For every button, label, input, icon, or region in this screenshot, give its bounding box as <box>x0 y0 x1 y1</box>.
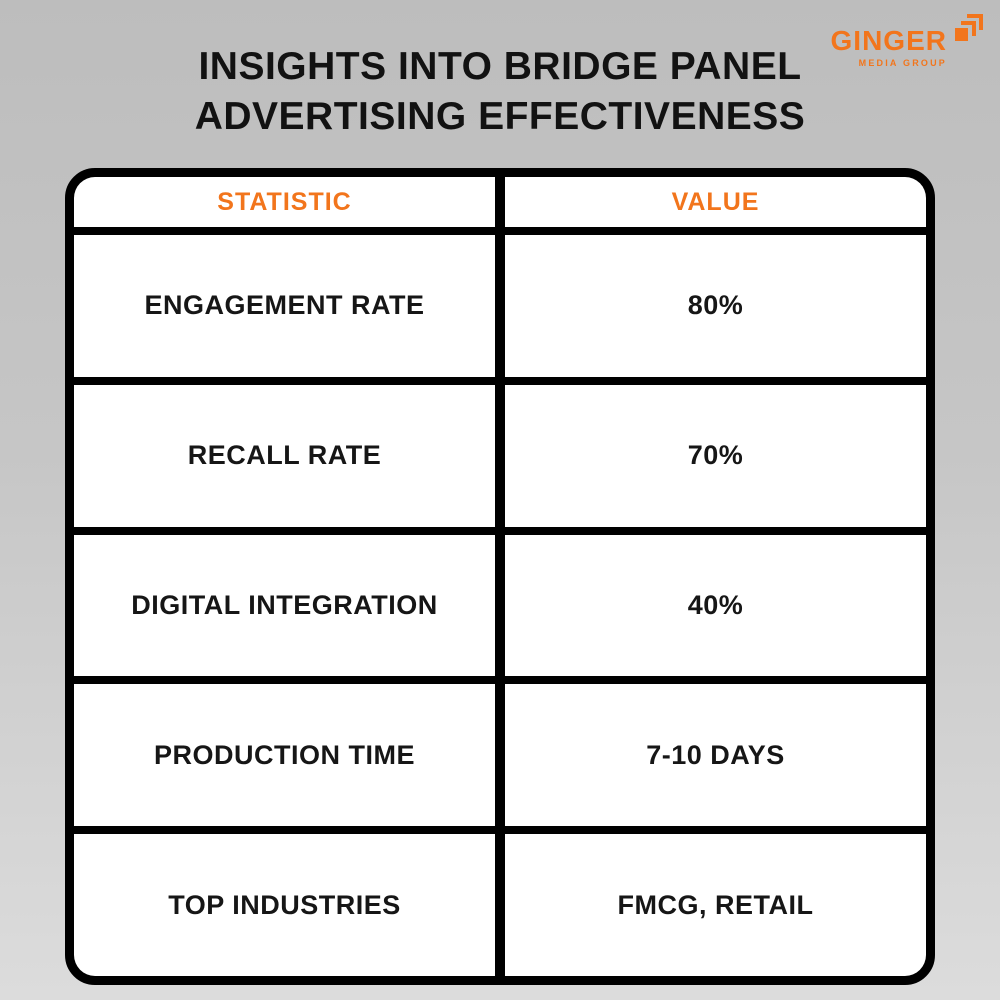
brand-logo-text: GINGER MEDIA GROUP <box>830 25 947 69</box>
column-header-statistic: STATISTIC <box>74 177 495 227</box>
page-title-line-1: INSIGHTS INTO BRIDGE PANEL <box>198 45 802 88</box>
table-row-value: FMCG, RETAIL <box>505 834 926 976</box>
table-row-value: 80% <box>505 235 926 377</box>
table-row-statistic: RECALL RATE <box>74 384 495 527</box>
layers-growth-icon <box>954 12 984 47</box>
table-row-value: 70% <box>505 384 926 527</box>
table-row-statistic: DIGITAL INTEGRATION <box>74 534 495 677</box>
column-header-value: VALUE <box>505 177 926 227</box>
table-row-statistic: PRODUCTION TIME <box>74 684 495 827</box>
table-row-value: 7-10 DAYS <box>505 684 926 827</box>
page-title: INSIGHTS INTO BRIDGE PANEL ADVERTISING E… <box>0 42 1000 142</box>
brand-logo: GINGER MEDIA GROUP <box>831 12 984 68</box>
page-title-line-2: ADVERTISING EFFECTIVENESS <box>194 94 806 138</box>
brand-name: GINGER <box>830 25 947 56</box>
table-row-value: 40% <box>505 534 926 677</box>
table-row-statistic: TOP INDUSTRIES <box>74 834 495 976</box>
table-row-statistic: ENGAGEMENT RATE <box>74 235 495 377</box>
statistics-table: STATISTIC VALUE ENGAGEMENT RATE 80% RECA… <box>65 168 935 985</box>
brand-subtitle: MEDIA GROUP <box>858 58 947 68</box>
